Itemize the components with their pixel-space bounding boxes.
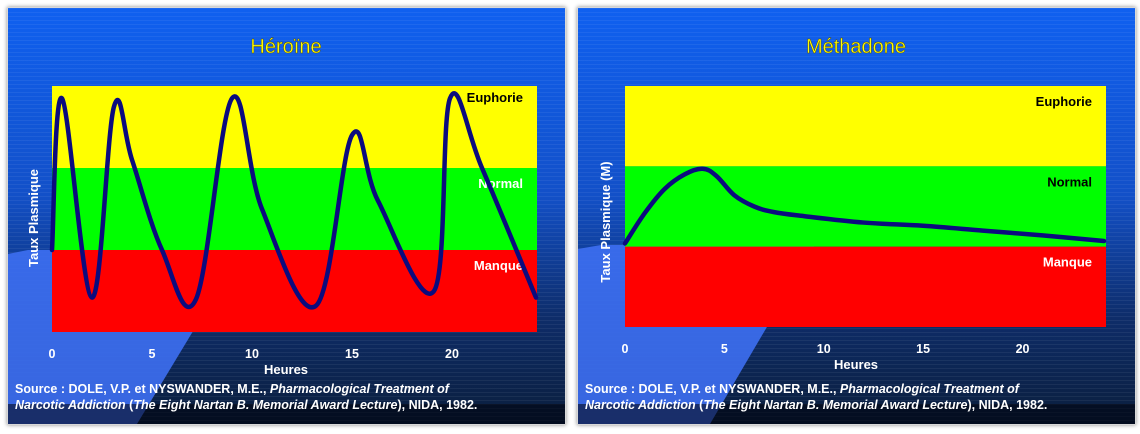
x-tick-label: 10 (245, 347, 259, 361)
zone-euphorie (52, 86, 537, 168)
zone-label-euphorie: Euphorie (467, 90, 523, 105)
source-line-2: Narcotic Addiction (The Eight Nartan B. … (585, 398, 1047, 412)
source-publisher: ), NIDA, 1982. (967, 398, 1047, 412)
source-line-1: Source : DOLE, V.P. et NYSWANDER, M.E., … (585, 382, 1021, 396)
x-tick-label: 15 (916, 342, 930, 356)
x-axis-label: Heures (264, 362, 308, 377)
source-lecture: The Eight Nartan B. Memorial Award Lectu… (703, 398, 967, 412)
methadone-panel: Méthadone Euphorie Normal Manque 0 5 10 15 20 Heu… (577, 7, 1136, 425)
source-publisher: ), NIDA, 1982. (397, 398, 477, 412)
source-title: Pharmacological Treatment of (840, 382, 1021, 396)
source-authors: Source : DOLE, V.P. et NYSWANDER, M.E., (15, 382, 270, 396)
y-axis-label: Taux Plasmique (26, 169, 41, 267)
zone-label-manque: Manque (474, 258, 523, 273)
source-line-2: Narcotic Addiction (The Eight Nartan B. … (15, 398, 477, 412)
source-paren-open: ( (126, 398, 134, 412)
source-title-cont: Narcotic Addiction (585, 398, 696, 412)
x-tick-label: 5 (721, 342, 728, 356)
x-axis-label: Heures (834, 357, 878, 372)
x-tick-label: 5 (149, 347, 156, 361)
bottom-band (578, 404, 1135, 424)
x-tick-label: 20 (1016, 342, 1030, 356)
zone-label-normal: Normal (1047, 174, 1092, 189)
source-authors: Source : DOLE, V.P. et NYSWANDER, M.E., (585, 382, 840, 396)
bottom-band (8, 404, 565, 424)
source-title-cont: Narcotic Addiction (15, 398, 126, 412)
heroin-panel: Héroïne Euphorie Normal Manque 0 5 10 15 20 Heure… (7, 7, 566, 425)
zone-label-euphorie: Euphorie (1036, 94, 1092, 109)
chart-title: Méthadone (806, 36, 906, 58)
source-title: Pharmacological Treatment of (270, 382, 451, 396)
x-tick-label: 0 (49, 347, 56, 361)
zone-normal (52, 168, 537, 250)
source-paren-open: ( (696, 398, 704, 412)
source-lecture: The Eight Nartan B. Memorial Award Lectu… (133, 398, 397, 412)
y-axis-label: Taux Plasmique (M) (598, 161, 613, 282)
methadone-chart: Méthadone Euphorie Normal Manque 0 5 10 15 20 Heu… (578, 8, 1135, 424)
x-tick-label: 10 (817, 342, 831, 356)
x-tick-label: 20 (445, 347, 459, 361)
zone-label-manque: Manque (1043, 255, 1092, 270)
source-line-1: Source : DOLE, V.P. et NYSWANDER, M.E., … (15, 382, 451, 396)
series-line-0 (49, 91, 539, 310)
chart-title: Héroïne (250, 36, 321, 58)
x-tick-label: 0 (622, 342, 629, 356)
zone-euphorie (625, 86, 1106, 167)
x-tick-label: 15 (345, 347, 359, 361)
zone-manque (625, 246, 1106, 327)
